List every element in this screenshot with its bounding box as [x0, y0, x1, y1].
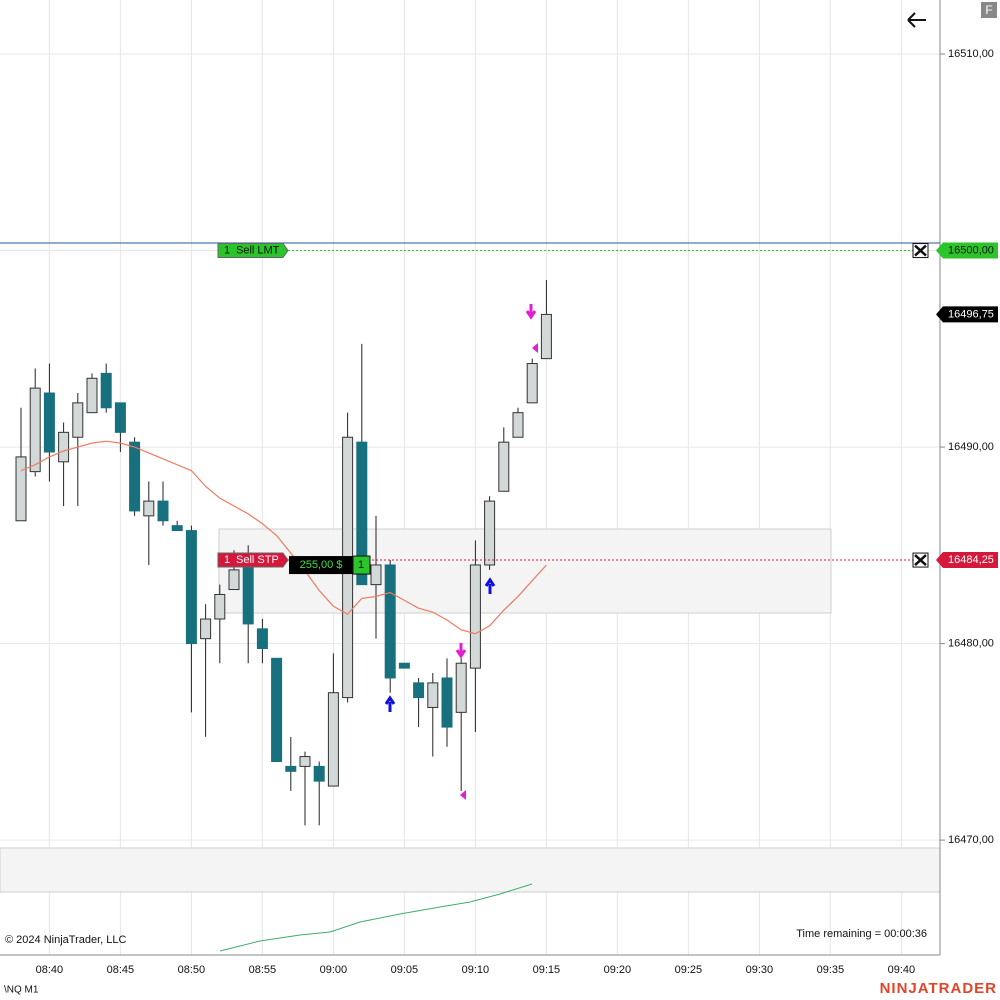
indicator-zone [0, 847, 941, 893]
candle-body [171, 525, 183, 532]
order-tag [217, 552, 289, 568]
y-tick-label: 16470,00 [948, 834, 994, 846]
instrument: \NQ M1 [4, 985, 39, 996]
candle-body [427, 682, 439, 708]
position-quantity-box [352, 555, 371, 575]
candle-body [413, 682, 425, 699]
indicator-line [219, 883, 533, 952]
candle-body [512, 412, 524, 438]
x-tick-label: 09:15 [533, 964, 561, 976]
x-tick-label: 09:40 [888, 964, 916, 976]
f-button-label[interactable]: F [985, 3, 992, 17]
candle-body [498, 441, 510, 492]
y-tick-label: 16510,00 [948, 48, 994, 60]
candle-body [271, 657, 283, 762]
x-tick-label: 08:55 [249, 964, 277, 976]
last-price-tag [936, 306, 998, 323]
candle-body [327, 692, 339, 787]
order-price-tag [936, 552, 998, 569]
order-price-tag [936, 242, 998, 259]
brand-logo: NINJATRADER [880, 980, 997, 997]
order-type: Sell STP [236, 554, 279, 566]
candle-body [384, 564, 396, 679]
candle-body [143, 500, 155, 517]
order-quantity: 1 [224, 244, 230, 256]
candle-body [526, 363, 538, 404]
order-quantity: 1 [224, 554, 230, 566]
y-tick-label: 16480,00 [948, 637, 994, 649]
candle-body [441, 677, 453, 728]
time-remaining: Time remaining = 00:00:36 [796, 928, 927, 940]
position-pnl: 255,00 $ [300, 559, 343, 571]
order-tag [217, 243, 289, 259]
candle-body [313, 765, 325, 782]
candle-body [356, 441, 368, 586]
candle-body [43, 392, 55, 453]
position-quantity: 1 [358, 559, 364, 571]
candle-body [86, 377, 98, 414]
y-tick-label: 16490,00 [948, 441, 994, 453]
candle-body [455, 662, 467, 713]
x-tick-label: 08:45 [107, 964, 135, 976]
sell-signal [525, 304, 537, 320]
candle-body [185, 530, 197, 645]
candle-body [540, 313, 552, 360]
last-price-tag-label: 16496,75 [948, 308, 994, 320]
x-tick-label: 09:00 [320, 964, 348, 976]
candle-body [370, 564, 382, 586]
candle-body [15, 456, 27, 522]
exit-marker [460, 790, 466, 800]
order-price-tag-label: 16500,00 [948, 244, 994, 256]
candle-body [72, 402, 84, 438]
candle-body [469, 564, 481, 669]
x-tick-label: 09:35 [817, 964, 845, 976]
copyright: © 2024 NinjaTrader, LLC [5, 934, 126, 946]
candle-body [299, 756, 311, 767]
candle-body [398, 662, 410, 669]
x-tick-label: 09:10 [462, 964, 490, 976]
candle-body [129, 441, 141, 512]
buy-signal [384, 695, 396, 712]
candle-body [214, 593, 226, 620]
candle-body [157, 500, 169, 522]
buy-signal [484, 577, 496, 594]
candle-body [200, 618, 212, 640]
position-pnl-box [289, 556, 353, 575]
x-tick-label: 09:05 [391, 964, 419, 976]
x-tick-label: 09:30 [746, 964, 774, 976]
x-tick-label: 09:25 [675, 964, 703, 976]
f-button[interactable] [981, 2, 997, 18]
back-button[interactable] [907, 12, 926, 28]
cancel-order-icon [914, 554, 927, 566]
candle-body [256, 628, 268, 649]
candle-body [100, 372, 112, 409]
candle-body [29, 387, 41, 473]
moving-average [20, 440, 547, 635]
candle-body [285, 765, 297, 772]
order-type: Sell LMT [236, 244, 280, 256]
x-tick-label: 08:50 [178, 964, 206, 976]
x-tick-label: 09:20 [604, 964, 632, 976]
cancel-order-icon [914, 244, 927, 257]
candle-body [58, 431, 70, 463]
order-price-tag-label: 16484,25 [948, 554, 994, 566]
candle-body [484, 500, 496, 566]
candle-body [114, 402, 126, 433]
sell-signal [455, 643, 467, 659]
exit-marker [532, 343, 538, 353]
candle-body [228, 569, 240, 591]
x-tick-label: 08:40 [36, 964, 64, 976]
